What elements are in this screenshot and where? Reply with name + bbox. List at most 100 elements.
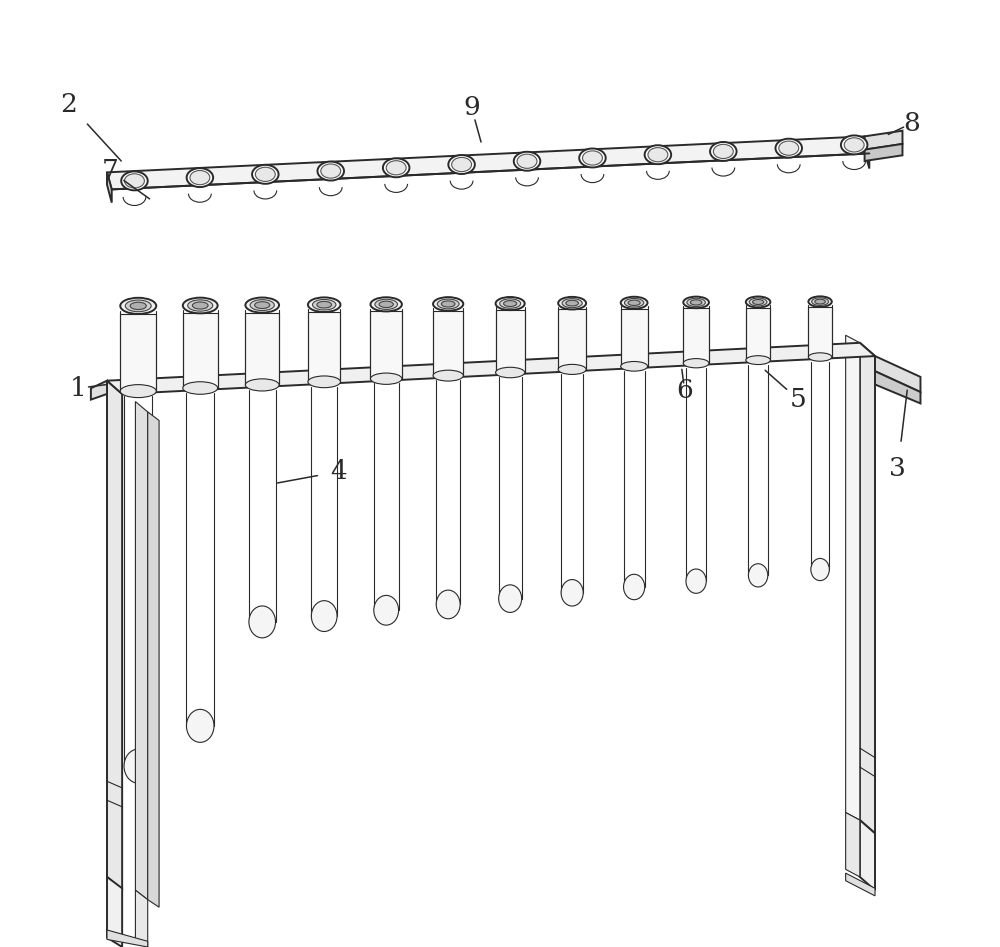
Ellipse shape bbox=[648, 148, 668, 162]
Ellipse shape bbox=[452, 157, 472, 171]
Ellipse shape bbox=[433, 370, 463, 381]
Ellipse shape bbox=[120, 384, 156, 398]
Ellipse shape bbox=[686, 569, 706, 594]
Ellipse shape bbox=[441, 301, 455, 307]
Ellipse shape bbox=[710, 142, 737, 161]
Polygon shape bbox=[846, 813, 860, 877]
Ellipse shape bbox=[621, 296, 648, 309]
Ellipse shape bbox=[628, 300, 640, 306]
Ellipse shape bbox=[687, 298, 705, 307]
Polygon shape bbox=[91, 381, 107, 400]
Ellipse shape bbox=[186, 709, 214, 742]
Ellipse shape bbox=[125, 174, 144, 188]
Ellipse shape bbox=[121, 171, 148, 190]
Ellipse shape bbox=[374, 596, 399, 625]
Polygon shape bbox=[860, 343, 875, 833]
Ellipse shape bbox=[190, 170, 210, 185]
Ellipse shape bbox=[841, 135, 867, 154]
Polygon shape bbox=[558, 310, 586, 369]
Ellipse shape bbox=[624, 574, 645, 599]
Ellipse shape bbox=[746, 356, 770, 365]
Polygon shape bbox=[135, 890, 148, 947]
Text: 1: 1 bbox=[70, 376, 87, 401]
Ellipse shape bbox=[436, 590, 460, 618]
Ellipse shape bbox=[255, 168, 275, 182]
Ellipse shape bbox=[125, 300, 151, 312]
Ellipse shape bbox=[683, 296, 709, 308]
Polygon shape bbox=[875, 371, 920, 403]
Ellipse shape bbox=[566, 300, 578, 306]
Ellipse shape bbox=[183, 382, 218, 394]
Ellipse shape bbox=[500, 299, 521, 309]
Ellipse shape bbox=[561, 580, 583, 606]
Ellipse shape bbox=[748, 563, 768, 587]
Polygon shape bbox=[107, 343, 875, 394]
Ellipse shape bbox=[844, 138, 864, 152]
Ellipse shape bbox=[753, 299, 764, 305]
Ellipse shape bbox=[713, 144, 733, 158]
Ellipse shape bbox=[312, 299, 336, 310]
Ellipse shape bbox=[749, 298, 767, 306]
Ellipse shape bbox=[383, 158, 409, 177]
Polygon shape bbox=[135, 402, 148, 900]
Ellipse shape bbox=[624, 298, 644, 307]
Ellipse shape bbox=[815, 299, 825, 304]
Polygon shape bbox=[865, 136, 869, 169]
Ellipse shape bbox=[583, 151, 602, 165]
Polygon shape bbox=[865, 144, 902, 161]
Polygon shape bbox=[621, 309, 648, 366]
Text: 4: 4 bbox=[331, 459, 347, 484]
Ellipse shape bbox=[433, 297, 463, 311]
Polygon shape bbox=[860, 820, 875, 890]
Polygon shape bbox=[865, 131, 902, 150]
Ellipse shape bbox=[645, 145, 671, 164]
Polygon shape bbox=[245, 313, 279, 384]
Ellipse shape bbox=[245, 379, 279, 391]
Ellipse shape bbox=[120, 297, 156, 314]
Ellipse shape bbox=[249, 606, 276, 638]
Ellipse shape bbox=[308, 376, 340, 387]
Ellipse shape bbox=[192, 302, 208, 309]
Ellipse shape bbox=[250, 299, 274, 311]
Text: 9: 9 bbox=[463, 96, 480, 120]
Text: 5: 5 bbox=[790, 387, 807, 412]
Ellipse shape bbox=[558, 296, 586, 310]
Ellipse shape bbox=[496, 367, 525, 378]
Ellipse shape bbox=[386, 161, 406, 175]
Ellipse shape bbox=[183, 297, 218, 313]
Ellipse shape bbox=[579, 149, 606, 168]
Ellipse shape bbox=[504, 300, 517, 307]
Ellipse shape bbox=[779, 141, 799, 155]
Polygon shape bbox=[183, 313, 218, 388]
Polygon shape bbox=[107, 930, 148, 947]
Polygon shape bbox=[746, 308, 770, 360]
Ellipse shape bbox=[683, 359, 709, 367]
Polygon shape bbox=[875, 356, 920, 392]
Ellipse shape bbox=[317, 162, 344, 181]
Ellipse shape bbox=[187, 169, 213, 188]
Ellipse shape bbox=[308, 297, 340, 313]
Polygon shape bbox=[683, 308, 709, 364]
Ellipse shape bbox=[252, 165, 279, 184]
Polygon shape bbox=[107, 136, 869, 189]
Ellipse shape bbox=[746, 296, 770, 308]
Polygon shape bbox=[846, 873, 875, 896]
Polygon shape bbox=[308, 313, 340, 382]
Text: 7: 7 bbox=[101, 158, 118, 183]
Ellipse shape bbox=[317, 301, 332, 308]
Ellipse shape bbox=[375, 299, 397, 310]
Ellipse shape bbox=[808, 353, 832, 361]
Text: 6: 6 bbox=[676, 378, 693, 402]
Ellipse shape bbox=[188, 300, 213, 312]
Ellipse shape bbox=[124, 749, 152, 783]
Polygon shape bbox=[433, 311, 463, 376]
Ellipse shape bbox=[496, 297, 525, 310]
Text: 2: 2 bbox=[61, 92, 78, 116]
Ellipse shape bbox=[448, 155, 475, 174]
Ellipse shape bbox=[130, 302, 146, 310]
Ellipse shape bbox=[437, 299, 459, 309]
Ellipse shape bbox=[775, 138, 802, 157]
Polygon shape bbox=[846, 335, 860, 820]
Ellipse shape bbox=[517, 154, 537, 169]
Ellipse shape bbox=[562, 298, 582, 308]
